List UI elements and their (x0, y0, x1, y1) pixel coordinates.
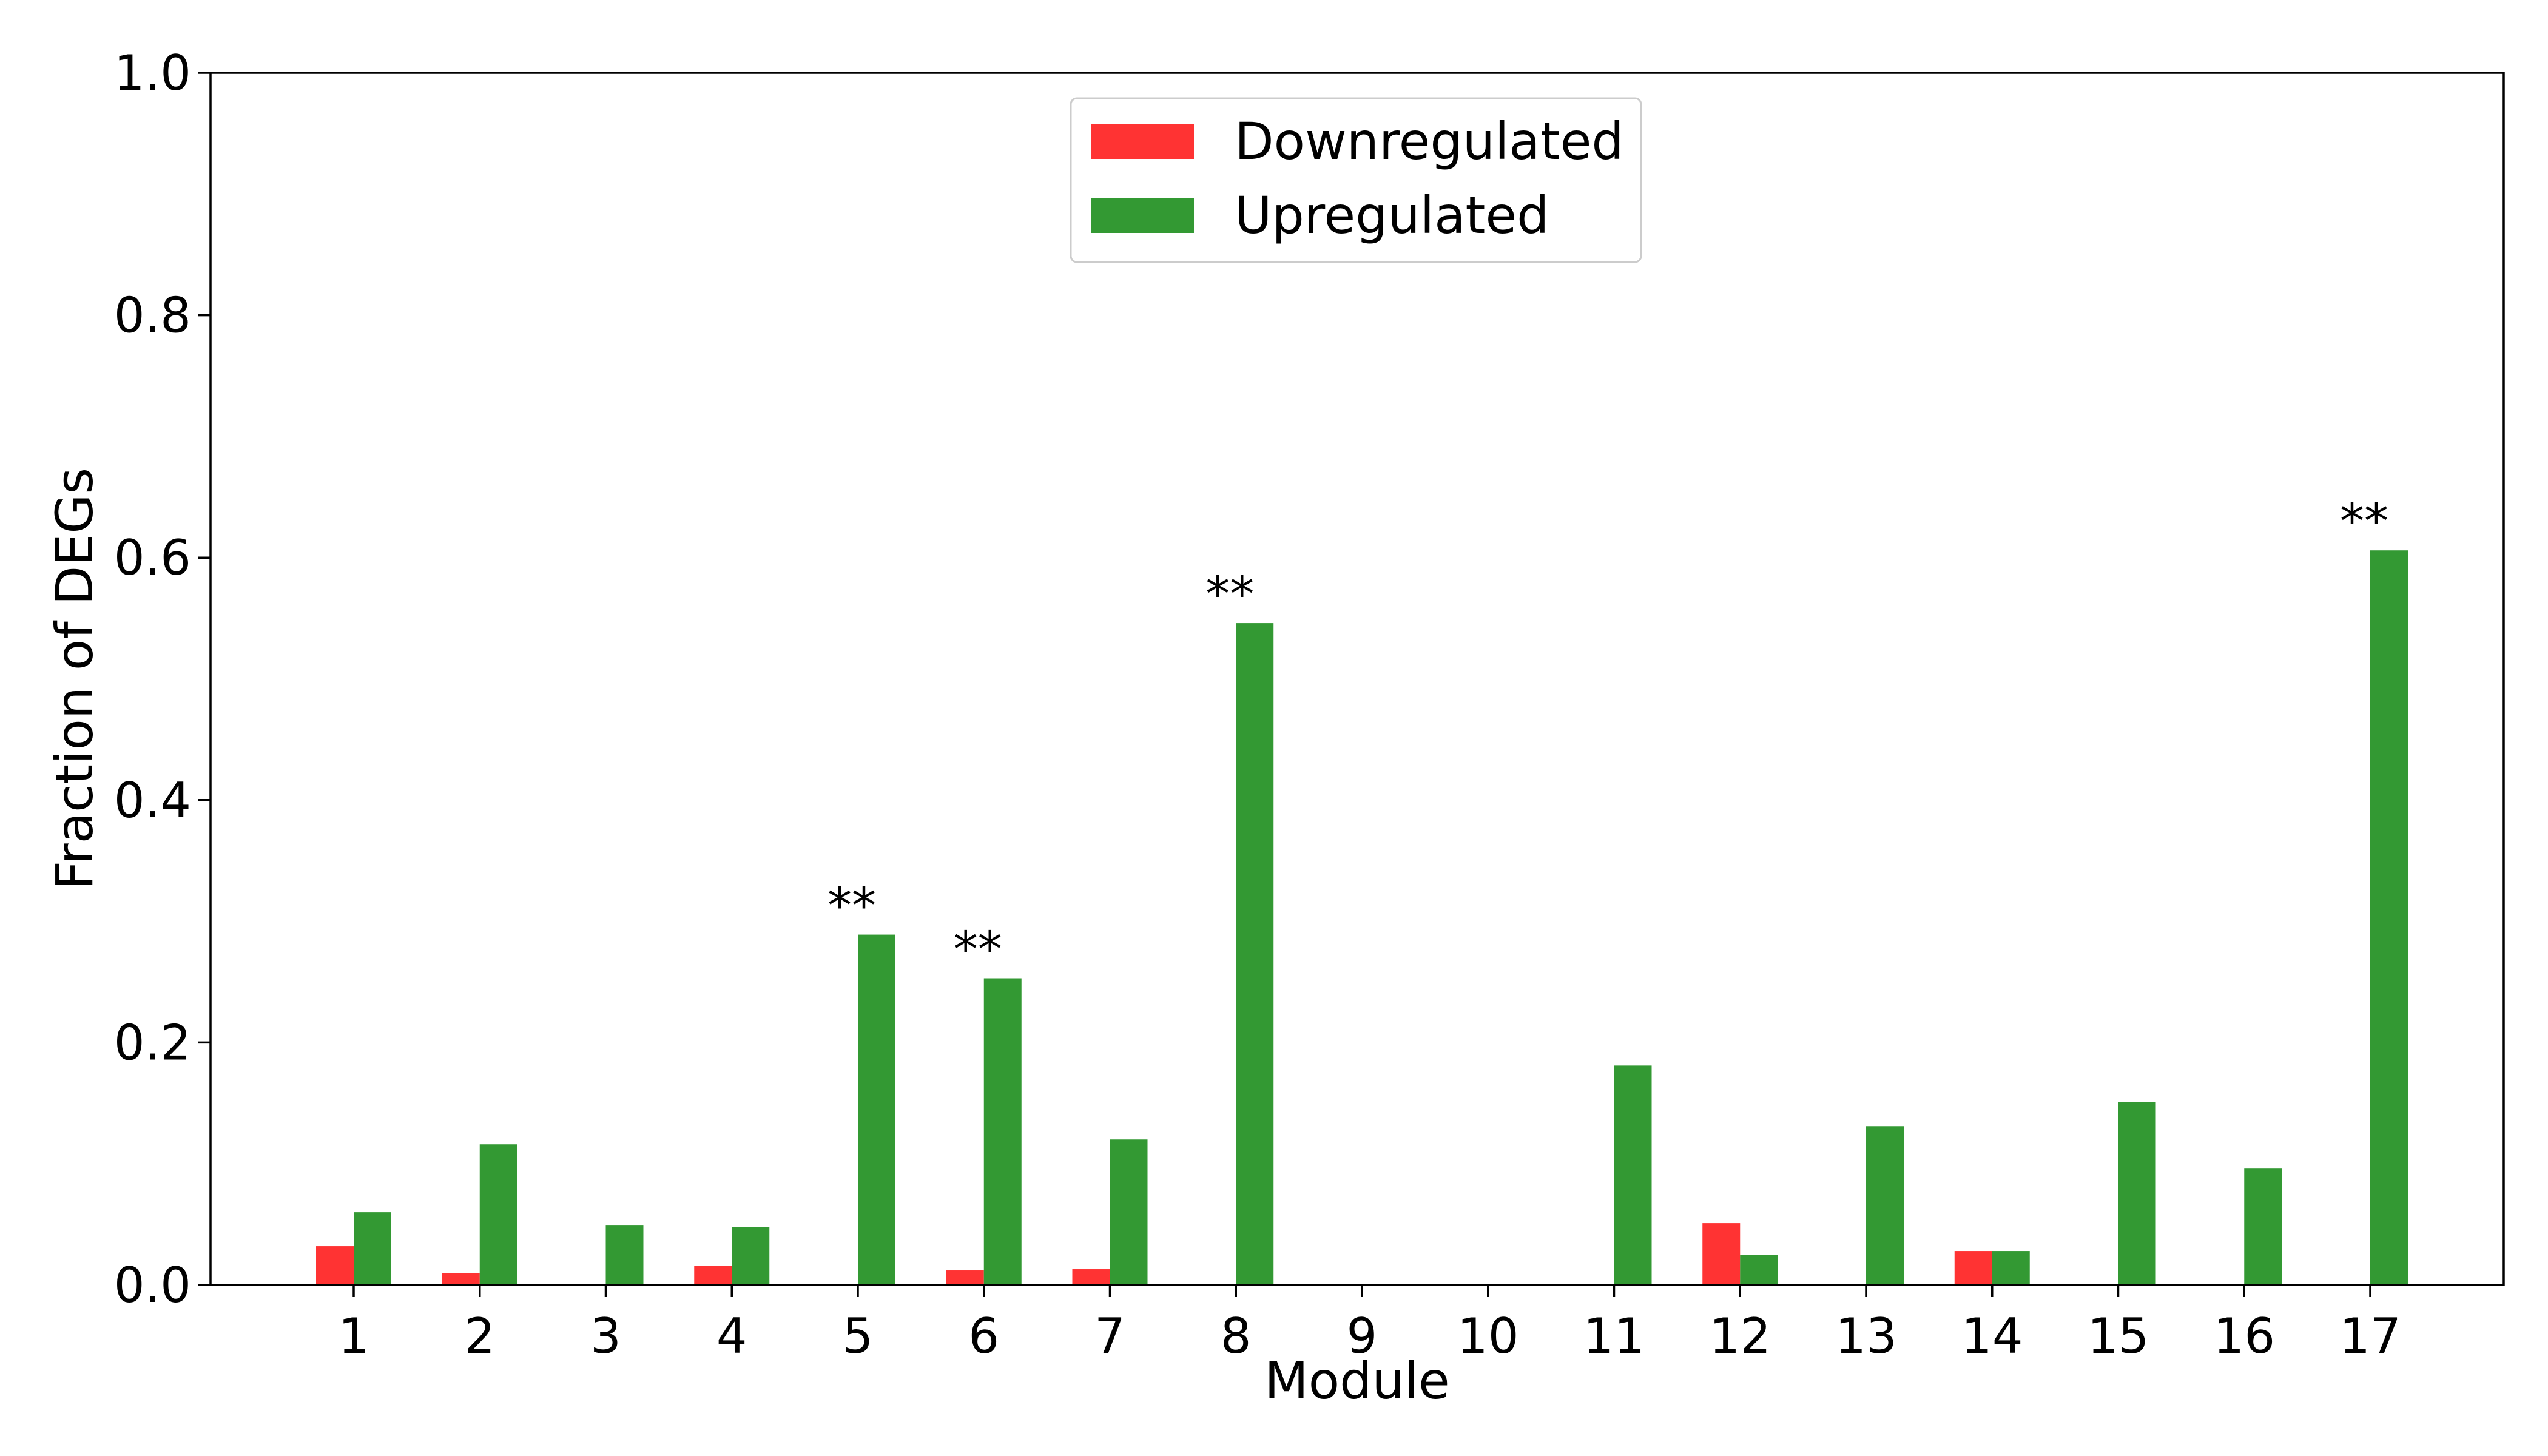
x-tick-label: 9 (1347, 1308, 1378, 1364)
bar-upregulated-4 (732, 1227, 770, 1285)
y-tick-label: 0.2 (114, 1014, 191, 1071)
bar-downregulated-2 (442, 1273, 480, 1285)
bar-upregulated-7 (1110, 1139, 1148, 1285)
plot-frame (209, 72, 2505, 1286)
y-tick-label: 0.8 (114, 288, 191, 344)
y-tick-label: 0.6 (114, 530, 191, 586)
legend-box (1070, 97, 1642, 263)
x-tick-label: 3 (590, 1308, 621, 1364)
bar-downregulated-14 (1954, 1251, 1992, 1285)
y-tick-label: 0.4 (114, 772, 191, 829)
x-tick-label: 17 (2339, 1308, 2401, 1364)
bar-downregulated-12 (1702, 1223, 1741, 1285)
bar-upregulated-1 (354, 1212, 391, 1285)
x-tick-label: 1 (339, 1308, 369, 1364)
bars-layer (316, 550, 2408, 1286)
significance-marker: ** (827, 878, 876, 934)
legend-label-downregulated: Downregulated (1235, 112, 1624, 171)
x-tick-label: 11 (1583, 1308, 1645, 1364)
x-tick-label: 2 (464, 1308, 495, 1364)
bar-downregulated-1 (316, 1246, 354, 1285)
y-tick-label: 0.0 (114, 1257, 191, 1313)
legend-swatch-downregulated (1091, 124, 1194, 159)
x-tick-label: 8 (1221, 1308, 1252, 1364)
bar-upregulated-15 (2118, 1102, 2156, 1285)
significance-marker: ** (954, 922, 1002, 978)
bar-upregulated-14 (1992, 1251, 2030, 1285)
x-tick-label: 7 (1094, 1308, 1125, 1364)
x-tick-label: 4 (716, 1308, 747, 1364)
x-axis: 1 2 3 4 5 6 7 8 9 10 11 12 13 14 15 16 17 (339, 1285, 2401, 1364)
bar-upregulated-2 (479, 1144, 517, 1285)
y-tick-label: 1.0 (114, 45, 191, 101)
bar-downregulated-7 (1072, 1269, 1110, 1285)
bar-upregulated-6 (983, 978, 1022, 1285)
bar-upregulated-8 (1236, 623, 1274, 1285)
legend: Downregulated Upregulated (1070, 97, 1642, 263)
bar-downregulated-6 (946, 1270, 984, 1285)
bar-upregulated-17 (2370, 550, 2408, 1286)
legend-label-upregulated: Upregulated (1235, 186, 1549, 245)
x-tick-label: 10 (1457, 1308, 1519, 1364)
bar-upregulated-12 (1740, 1255, 1778, 1285)
x-tick-label: 6 (968, 1308, 999, 1364)
x-tick-label: 14 (1961, 1308, 2023, 1364)
x-tick-label: 13 (1835, 1308, 1897, 1364)
annotations-layer: ** ** ** ** (827, 493, 2388, 977)
bar-upregulated-11 (1614, 1065, 1652, 1285)
bar-upregulated-16 (2244, 1168, 2282, 1285)
y-axis: 0.0 0.2 0.4 0.6 0.8 1.0 (114, 45, 211, 1313)
x-tick-label: 15 (2088, 1308, 2149, 1364)
bar-downregulated-4 (694, 1266, 732, 1285)
significance-marker: ** (2340, 493, 2388, 550)
legend-swatch-upregulated (1091, 198, 1194, 233)
x-tick-label: 16 (2213, 1308, 2275, 1364)
y-axis-title: Fraction of DEGs (45, 468, 104, 890)
bar-upregulated-13 (1866, 1126, 1904, 1285)
bar-upregulated-5 (858, 934, 895, 1285)
x-tick-label: 12 (1709, 1308, 1771, 1364)
bar-upregulated-3 (605, 1225, 644, 1285)
x-tick-label: 5 (843, 1308, 874, 1364)
significance-marker: ** (1205, 566, 1254, 622)
x-axis-title: Module (1264, 1351, 1449, 1410)
